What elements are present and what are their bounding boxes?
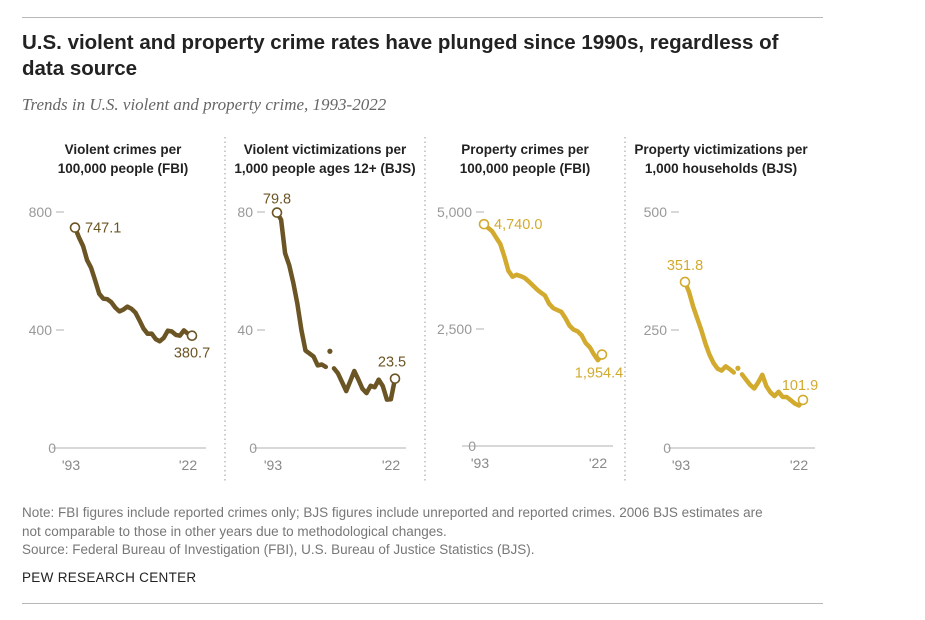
- y-tick-label: 800: [29, 204, 53, 220]
- top-rule: [22, 17, 823, 18]
- y-tick-label: 250: [644, 322, 668, 338]
- series-line: [274, 210, 329, 370]
- x-tick-label: '93: [471, 455, 489, 471]
- bottom-rule: [22, 603, 823, 604]
- end-marker: [797, 394, 809, 406]
- x-tick-label: '22: [382, 457, 400, 473]
- series-line: [481, 221, 605, 363]
- start-marker: [69, 222, 81, 233]
- panel-header-line: 100,000 people (FBI): [459, 161, 591, 176]
- note-line-2: not comparable to those in other years d…: [22, 523, 447, 539]
- panel-header-line: Violent victimizations per: [243, 142, 407, 157]
- data-point-2006: [735, 365, 741, 371]
- end-marker: [186, 330, 198, 341]
- start-value-label: 747.1: [85, 221, 121, 237]
- x-tick-label: '93: [264, 457, 282, 473]
- pew-footer-logo: PEW RESEARCH CENTER: [22, 570, 197, 585]
- panel-header-line: Violent crimes per: [64, 142, 182, 157]
- chart-title: U.S. violent and property crime rates ha…: [22, 31, 779, 80]
- start-value-label: 79.8: [263, 192, 291, 208]
- start-marker: [478, 218, 490, 230]
- x-tick-label: '22: [790, 457, 808, 473]
- y-tick-label: 0: [663, 440, 671, 456]
- y-tick-label: 2,500: [437, 321, 472, 337]
- y-tick-label: 0: [249, 440, 257, 456]
- end-value-label: 1,954.4: [575, 366, 623, 382]
- x-tick-label: '22: [589, 455, 607, 471]
- panel-header-line: 100,000 people (FBI): [57, 161, 189, 176]
- x-tick-label: '22: [179, 457, 197, 473]
- end-value-label: 380.7: [174, 346, 210, 362]
- series-line: [72, 225, 195, 344]
- y-tick-label: 400: [29, 322, 53, 338]
- y-tick-label: 0: [48, 440, 56, 456]
- note-line-1: Note: FBI figures include reported crime…: [22, 505, 763, 520]
- end-value-label: 101.9: [782, 378, 818, 394]
- y-tick-label: 500: [644, 204, 668, 220]
- series-line: [739, 372, 806, 408]
- end-marker: [389, 373, 401, 384]
- panel-header-line: Property victimizations per: [634, 142, 808, 157]
- series-line: [331, 366, 398, 402]
- panel-header-property-fbi: Property crimes per 100,000 people (FBI): [425, 140, 625, 178]
- panel-header-line: 1,000 households (BJS): [644, 161, 798, 176]
- start-marker: [679, 276, 691, 288]
- panel-header-violent-bjs: Violent victimizations per 1,000 people a…: [225, 140, 425, 178]
- source-line: Source: Federal Bureau of Investigation …: [22, 542, 535, 557]
- y-tick-label: 40: [237, 322, 253, 338]
- x-tick-label: '93: [672, 457, 690, 473]
- panel-header-property-bjs: Property victimizations per 1,000 househo…: [621, 140, 821, 178]
- data-point-2006: [327, 348, 333, 354]
- series-line: [682, 279, 737, 375]
- y-tick-label: 5,000: [437, 204, 472, 220]
- panel-header-line: 1,000 people ages 12+ (BJS): [234, 161, 416, 176]
- y-tick-label: 0: [468, 438, 476, 454]
- start-marker: [271, 207, 283, 218]
- panel-header-line: Property crimes per: [461, 142, 589, 157]
- chart-subtitle: Trends in U.S. violent and property crim…: [22, 95, 387, 114]
- y-tick-label: 80: [237, 204, 253, 220]
- small-multiples-chart: 0 400 800 '93 '22 747.1 380.7 0 40 80 '93 '22 79.8 23…: [29, 137, 818, 482]
- start-value-label: 351.8: [667, 258, 703, 274]
- end-value-label: 23.5: [378, 355, 406, 371]
- x-tick-label: '93: [62, 457, 80, 473]
- start-value-label: 4,740.0: [494, 217, 542, 233]
- end-marker: [596, 349, 608, 360]
- panel-header-violent-fbi: Violent crimes per 100,000 people (FBI): [23, 140, 223, 178]
